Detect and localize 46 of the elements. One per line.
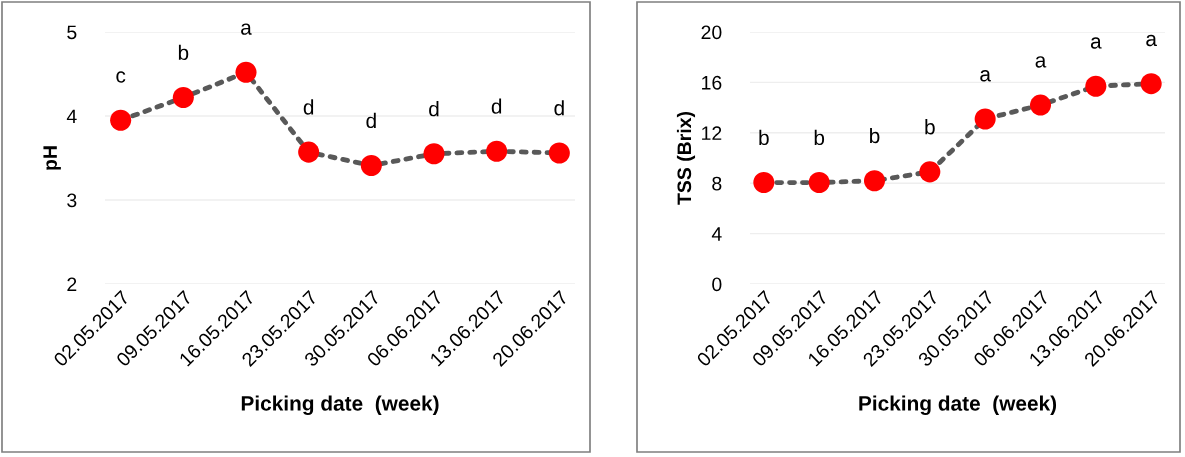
point (548, 142, 570, 164)
annotation: d (554, 100, 564, 116)
annotation: b (870, 127, 880, 144)
annotation: c (116, 71, 126, 83)
point (919, 161, 941, 183)
y-tick-label: 0 (712, 277, 722, 292)
point (974, 108, 996, 130)
annotation: b (178, 44, 189, 61)
point (808, 172, 830, 194)
annotation: b (814, 129, 825, 146)
y-tick-label: 5 (67, 25, 77, 40)
y-tick-label: 2 (67, 277, 77, 292)
x-axis-title: Picking date (week) (241, 395, 439, 415)
y-tick-label: 4 (66, 109, 77, 124)
annotation: a (980, 70, 991, 82)
annotation: a (241, 23, 252, 35)
annotation: d (491, 98, 502, 114)
y-tick-label: 12 (702, 126, 722, 140)
point (360, 155, 382, 177)
annotation: d (303, 99, 314, 115)
point (1140, 73, 1162, 95)
y-axis-title: TSS (Brix) (676, 111, 696, 205)
point (753, 172, 775, 194)
point (486, 140, 508, 162)
annotation: b (759, 129, 769, 146)
point (298, 141, 320, 163)
annotation: d (429, 101, 439, 117)
point (235, 61, 257, 83)
point (1029, 94, 1052, 116)
point (110, 109, 132, 131)
annotation: d (366, 112, 376, 129)
annotation: a (1090, 37, 1102, 49)
y-tick-label: 16 (702, 75, 722, 90)
point (1085, 75, 1107, 97)
y-tick-label: 3 (67, 193, 77, 208)
y-axis-title: pH (43, 146, 61, 170)
point (863, 170, 886, 192)
annotation: b (925, 119, 935, 135)
point (423, 143, 445, 165)
annotation: a (1146, 34, 1157, 47)
annotation: a (1035, 56, 1047, 68)
y-tick-label: 4 (711, 227, 722, 241)
y-tick-label: 20 (701, 25, 722, 40)
y-tick-label: 8 (712, 176, 722, 191)
x-axis-title: Picking date (week) (859, 395, 1057, 415)
point (172, 86, 194, 109)
